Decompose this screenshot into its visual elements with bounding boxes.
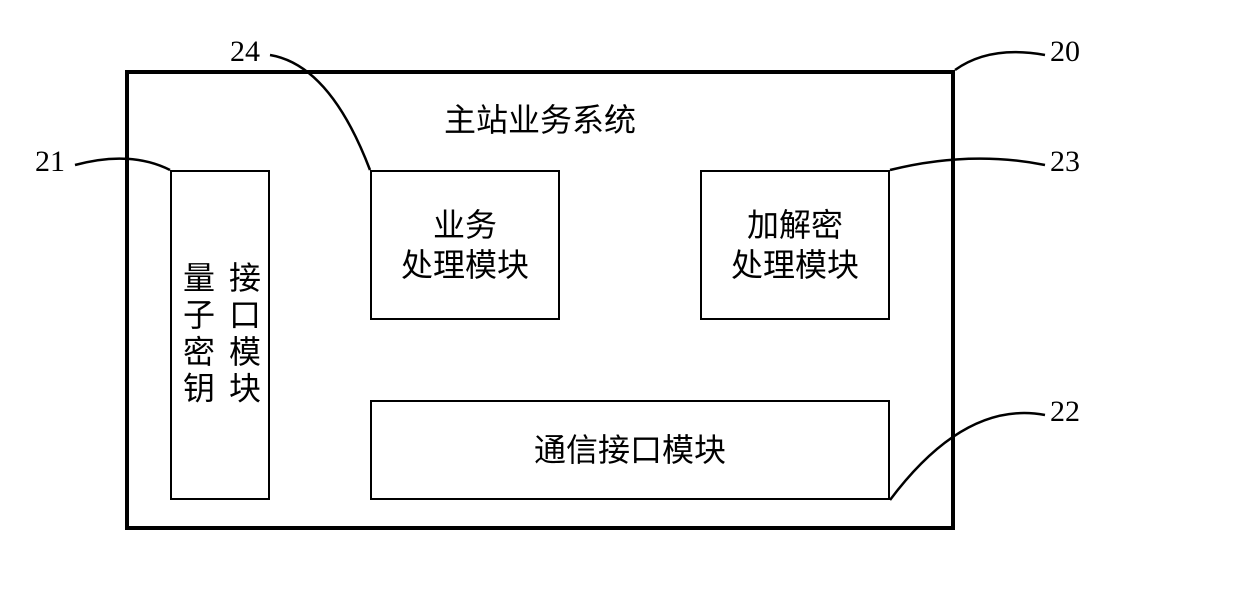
module-mid-line2: 处理模块 xyxy=(401,245,529,285)
module-business-processing: 业务 处理模块 xyxy=(370,170,560,320)
module-right-line2: 处理模块 xyxy=(731,245,859,285)
system-title: 主站业务系统 xyxy=(125,95,955,141)
callout-20: 20 xyxy=(1050,35,1080,69)
callout-21: 21 xyxy=(35,145,65,179)
module-left-col1: 量子密钥 xyxy=(177,261,217,408)
module-bottom-label: 通信接口模块 xyxy=(534,430,726,470)
module-left-col2: 接口模块 xyxy=(223,261,263,408)
callout-22: 22 xyxy=(1050,395,1080,429)
module-encrypt-decrypt: 加解密 处理模块 xyxy=(700,170,890,320)
module-mid-line1: 业务 xyxy=(401,205,529,245)
diagram-canvas: 主站业务系统 量子密钥 接口模块 业务 处理模块 加解密 处理模块 通信接口模块… xyxy=(0,0,1240,592)
module-quantum-key-interface: 量子密钥 接口模块 xyxy=(170,170,270,500)
callout-23: 23 xyxy=(1050,145,1080,179)
module-right-line1: 加解密 xyxy=(731,205,859,245)
module-comm-interface: 通信接口模块 xyxy=(370,400,890,500)
callout-24: 24 xyxy=(230,35,260,69)
